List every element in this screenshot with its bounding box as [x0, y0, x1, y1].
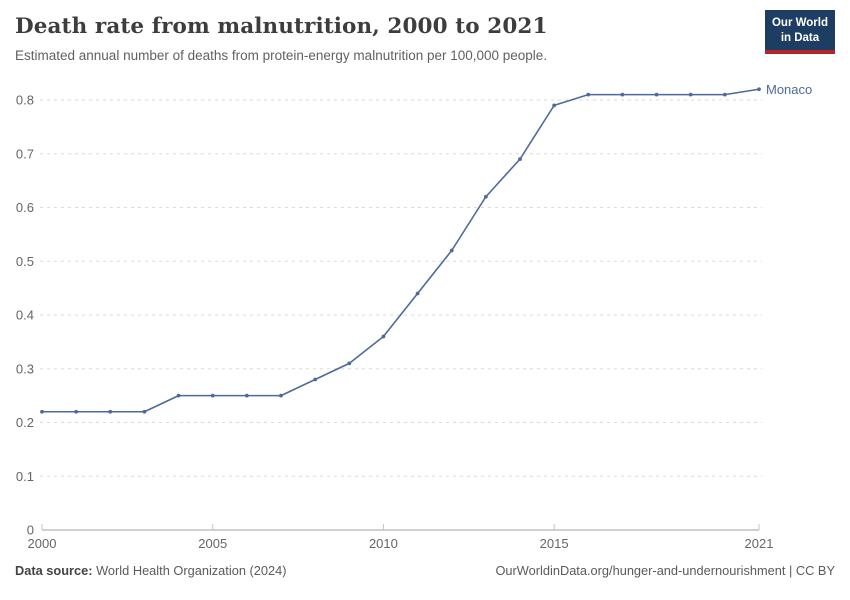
x-axis-label: 2005 [198, 536, 227, 551]
chart-footer: Data source: World Health Organization (… [15, 563, 835, 578]
x-axis-label: 2021 [745, 536, 774, 551]
data-point[interactable] [142, 409, 147, 414]
y-axis-label: 0.7 [16, 146, 34, 161]
data-line[interactable] [41, 88, 760, 413]
y-axis-label: 0.4 [16, 308, 34, 323]
y-axis-label: 0 [27, 523, 34, 538]
data-point[interactable] [449, 248, 454, 253]
y-axis-label: 0.3 [16, 361, 34, 376]
x-axis-label: 2000 [28, 536, 57, 551]
owid-logo-line2: in Data [780, 31, 820, 44]
data-point[interactable] [244, 393, 249, 398]
data-point[interactable] [108, 409, 113, 414]
x-axis-label: 2010 [369, 536, 398, 551]
chart-subtitle: Estimated annual number of deaths from p… [15, 48, 548, 63]
data-point[interactable] [210, 393, 215, 398]
series-label[interactable]: Monaco [766, 82, 812, 97]
data-point[interactable] [586, 92, 591, 97]
data-point[interactable] [688, 92, 693, 97]
data-point[interactable] [381, 334, 386, 339]
data-point[interactable] [347, 361, 352, 366]
line-chart: 0 0.1 0.2 0.3 0.4 0.5 0.6 0.7 0.8 2000 2005 2010 201… [16, 82, 812, 551]
chart-title: Death rate from malnutrition, 2000 to 20… [15, 14, 548, 39]
data-point[interactable] [40, 409, 44, 414]
x-axis-label: 2015 [540, 536, 569, 551]
data-point[interactable] [74, 409, 79, 414]
y-axis-label: 0.5 [16, 254, 34, 269]
data-point[interactable] [552, 103, 557, 108]
data-point[interactable] [757, 87, 761, 92]
data-point[interactable] [654, 92, 659, 97]
data-point[interactable] [620, 92, 625, 97]
data-point[interactable] [722, 92, 727, 97]
data-point[interactable] [176, 393, 181, 398]
footer-link-text: OurWorldinData.org/hunger-and-undernouri… [495, 563, 835, 578]
y-axis-label: 0.1 [16, 469, 34, 484]
y-axis-label: 0.8 [16, 93, 34, 108]
data-point[interactable] [279, 393, 283, 398]
data-point[interactable] [415, 291, 420, 296]
chart-header: Death rate from malnutrition, 2000 to 20… [15, 14, 750, 63]
y-axis-label: 0.2 [16, 415, 34, 430]
owid-logo: Our World in Data [764, 10, 835, 54]
data-source: Data source: World Health Organization (… [15, 563, 286, 578]
data-point[interactable] [518, 157, 522, 162]
y-axis-label: 0.6 [16, 200, 34, 215]
data-point[interactable] [313, 377, 318, 382]
data-source-label: Data source: [15, 563, 93, 578]
data-point[interactable] [483, 194, 488, 199]
owid-logo-line1: Our World [771, 17, 828, 29]
data-source-value: World Health Organization (2024) [92, 563, 287, 578]
